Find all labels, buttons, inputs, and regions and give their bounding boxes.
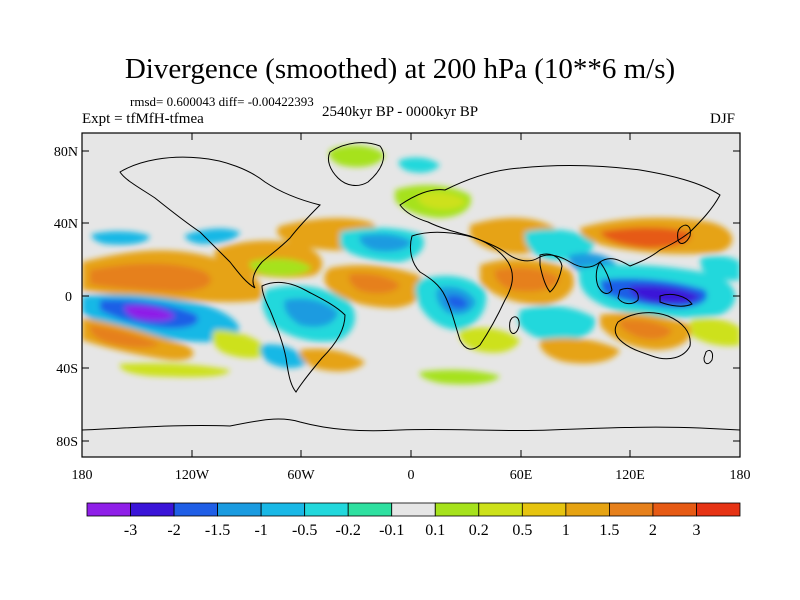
field-blob-red-south-pacific — [89, 325, 160, 348]
lat-label-40s: 40S — [56, 362, 78, 377]
colorbar-labels: -3 -2 -1.5 -1 -0.5 -0.2 -0.1 0.1 0.2 0.5 1 1.5 2 3 — [124, 522, 701, 539]
coastline-southeast-asia — [595, 261, 613, 294]
field-blob-blue-north-pacific — [91, 231, 150, 245]
field-blob-yellow-south-pacific-band — [119, 363, 230, 378]
colorbar-swatch — [173, 502, 219, 517]
colorbar-swatch — [391, 502, 436, 517]
colorbar-swatch — [478, 502, 523, 517]
colorbar-swatch — [652, 502, 697, 517]
colorbar-label: -0.5 — [292, 522, 317, 539]
field-blob-cyan-arctic — [398, 157, 440, 173]
field-blob-cyan-indian-ocean — [518, 305, 596, 342]
lon-label-0: 0 — [408, 468, 415, 483]
colorbar-label: 0.5 — [512, 522, 532, 539]
longitude-axis — [81, 133, 741, 457]
colorbar-label: 0.1 — [425, 522, 445, 539]
coastline-africa — [409, 231, 513, 350]
colorbar-swatch — [696, 502, 741, 517]
colorbar-swatch — [217, 502, 262, 517]
lat-label-80s: 80S — [56, 435, 78, 450]
coastline-japan — [677, 224, 691, 244]
colorbar-label: 2 — [649, 522, 657, 539]
coastline-india — [539, 253, 563, 293]
figure-title: Divergence (smoothed) at 200 hPa (10**6 … — [124, 53, 676, 85]
colorbar-swatch — [434, 502, 480, 517]
field-blob-blue-congo — [446, 295, 468, 309]
field-blob-blue-south-america — [284, 298, 338, 327]
colorbar-label: -0.1 — [379, 522, 404, 539]
field-blob-cyan-north-pacific-east — [700, 255, 740, 281]
coastline-madagascar — [509, 316, 520, 334]
coastline-south-america — [261, 282, 346, 393]
field-blob-red-west-pacific-north — [90, 263, 211, 292]
field-blob-yellow-south-atlantic-west — [212, 330, 270, 358]
colorbar — [86, 502, 741, 517]
field-blob-yellow-south-africa — [459, 327, 520, 353]
colorbar-swatch — [565, 502, 610, 517]
coastline-greenland — [327, 142, 384, 186]
lon-label-120w: 120W — [175, 468, 210, 483]
rmsd-diff-stats: rmsd= 0.600043 diff= -0.00422393 — [130, 94, 314, 109]
coastline-new-zealand — [703, 349, 713, 365]
coastline-antarctica — [82, 418, 740, 432]
lat-label-80n: 80N — [54, 145, 78, 160]
colorbar-swatch — [86, 502, 131, 517]
colorbar-label: 0.2 — [469, 522, 489, 539]
field-blob-red-east-asia — [600, 227, 691, 248]
experiment-label: Expt = tfMfH-tfmea — [82, 111, 204, 127]
colorbar-label: -0.2 — [336, 522, 361, 539]
coastline-new-guinea — [659, 293, 693, 307]
field-blob-blue-patagonia — [260, 344, 308, 368]
coastline-north-america — [119, 156, 321, 289]
colorbar-label: 1.5 — [599, 522, 619, 539]
lat-label-0: 0 — [65, 290, 72, 305]
season-label: DJF — [710, 111, 736, 127]
colorbar-swatch — [130, 502, 175, 517]
lon-label-180e: 180 — [730, 468, 751, 483]
field-blob-green-caribbean — [249, 258, 312, 276]
colorbar-label: -2 — [167, 522, 180, 539]
field-blob-yellow-south-pacific-east — [690, 318, 740, 346]
lon-label-60e: 60E — [510, 468, 533, 483]
colorbar-label: -1.5 — [205, 522, 230, 539]
field-blob-orange-south-indian — [539, 338, 620, 364]
coastlines — [82, 142, 740, 432]
colorbar-swatch — [609, 502, 654, 517]
field-blob-red-australia — [619, 319, 672, 340]
colorbar-label: 3 — [692, 522, 700, 539]
field-blob-blue-atlantic — [359, 234, 412, 252]
field-blob-blue-north-america — [184, 228, 240, 244]
lon-label-180w: 180 — [72, 468, 93, 483]
field-blob-yellow-europe — [418, 192, 466, 210]
coastline-australia — [614, 312, 691, 360]
colorbar-swatch — [304, 502, 349, 517]
colorbar-swatch — [347, 502, 393, 517]
colorbar-swatch — [521, 502, 567, 517]
colorbar-label: 1 — [562, 522, 570, 539]
colorbar-swatch — [260, 502, 306, 517]
field-blob-green-greenland — [328, 145, 385, 168]
lon-label-120e: 120E — [615, 468, 645, 483]
field-blob-purple-south-pacific — [124, 305, 175, 321]
colorbar-label: -3 — [124, 522, 137, 539]
lon-label-60w: 60W — [287, 468, 315, 483]
field-blob-cyan-south-asia — [524, 229, 595, 261]
coastline-borneo — [617, 287, 639, 305]
field-blob-green-southern-ocean — [419, 369, 500, 385]
colorbar-label: -1 — [254, 522, 267, 539]
latitude-axis — [82, 150, 740, 442]
field-blob-red-equatorial-atlantic — [348, 273, 400, 294]
time-period-label: 2540kyr BP - 0000kyr BP — [322, 104, 479, 120]
lat-label-40n: 40N — [54, 217, 78, 232]
